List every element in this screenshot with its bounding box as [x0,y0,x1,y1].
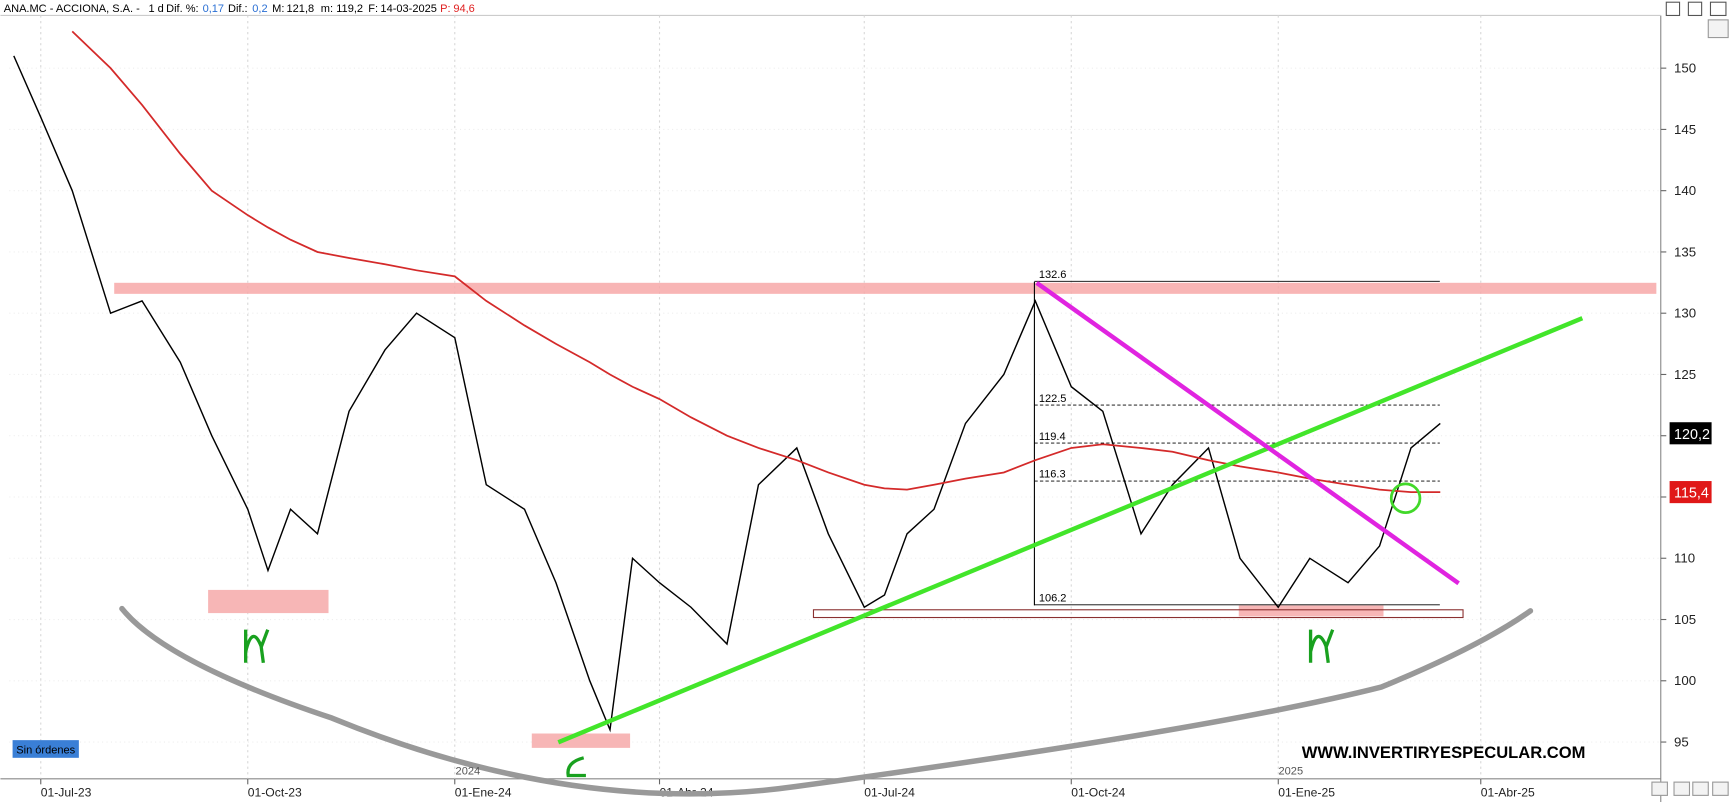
support-box [531,733,631,748]
handwritten-mark [566,756,586,778]
moving-average [71,30,1441,494]
x-tick-label: 01-Ene-24 [455,785,512,799]
last-value-label: 115,4 [1674,486,1709,502]
rounding-arc [119,605,1534,797]
handwritten-mark [244,629,270,664]
y-tick-label: 140 [1674,183,1696,198]
price-line [13,55,1441,733]
header-period: 1 d [148,3,163,15]
support-box [1238,605,1384,617]
x-tick-label: 01-Oct-24 [1071,785,1125,799]
header-label: Dif.: [228,3,248,15]
support-rect [812,609,1464,619]
header-label: P: [440,3,450,15]
y-tick-label: 130 [1674,306,1696,321]
orders-badge[interactable] [12,740,79,758]
panel-button[interactable] [1707,19,1729,39]
watermark: WWW.INVERTIRYESPECULAR.COM [1302,743,1586,762]
y-tick-label: 125 [1674,367,1696,382]
y-tick-label: 95 [1674,734,1689,749]
y-tick-label: 145 [1674,122,1696,137]
close-button[interactable] [1709,1,1727,17]
x-tick-label: 01-Ene-25 [1278,785,1335,799]
header-value: 0,2 [252,3,267,15]
header-value: 14-03-2025 [380,3,436,15]
toolbar-button[interactable] [1651,781,1668,796]
fib-label: 119.4 [1039,431,1066,443]
y-tick-label: 100 [1674,673,1696,688]
resistance-band [114,282,1657,294]
y-tick-label: 105 [1674,612,1696,627]
toolbar-button[interactable] [1692,781,1709,796]
fib-label: 106.2 [1039,593,1067,605]
handwritten-mark [1308,629,1335,664]
fib-label: 132.6 [1039,269,1067,281]
x-tick-label: 01-Abr-25 [1481,785,1535,799]
window-controls [1651,1,1729,796]
y-tick-label: 150 [1674,61,1696,76]
header-label: Dif. %: [166,3,198,15]
header-value: 121,8 [287,3,315,15]
last-value-box [1669,481,1712,504]
x-tick-label: 01-Jul-24 [864,785,915,799]
header-value: 94,6 [453,3,474,15]
trendline [557,316,1584,745]
series: 132.6 122.5 119.4 116.3 106.2 120,2 115,4 [13,30,1712,733]
trendline [1035,280,1460,586]
header-label: F: [368,3,378,15]
year-label: 2024 [456,765,481,777]
toolbar-button[interactable] [1712,781,1729,796]
drawings [114,281,1657,797]
orders-badge-text: Sin órdenes [16,744,75,756]
highlight-circle [1389,482,1422,514]
support-box [208,589,329,614]
x-tick-label: 01-Oct-23 [248,785,302,799]
last-value-label: 120,2 [1674,427,1710,443]
header-symbol: ANA.MC - ACCIONA, S.A. - [4,3,140,15]
year-label: 2025 [1279,765,1304,777]
last-value-box [1669,422,1712,445]
header: ANA.MC - ACCIONA, S.A. - 1 d Dif. %: 0,1… [4,3,475,15]
header-label: m: [321,3,333,15]
y-tick-label: 110 [1674,551,1695,566]
minimize-button[interactable] [1665,1,1681,17]
maximize-button[interactable] [1687,1,1703,17]
header-value: 0,17 [203,3,224,15]
toolbar-button[interactable] [1673,781,1691,796]
header-value: 119,2 [336,3,363,15]
y-tick-label: 135 [1674,244,1696,259]
fib-label: 116.3 [1039,469,1066,481]
fib-label: 122.5 [1039,393,1067,405]
trendlines [557,280,1584,745]
x-tick-label: 01-Jul-23 [41,785,92,799]
header-label: M: [272,3,284,15]
